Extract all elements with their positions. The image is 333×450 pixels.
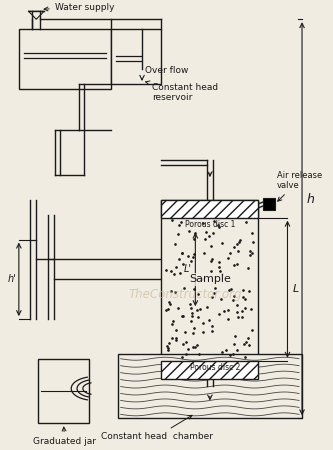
Text: Air release
valve: Air release valve <box>277 171 322 201</box>
Text: L: L <box>292 284 299 294</box>
Text: Sample: Sample <box>189 274 231 284</box>
Text: Porous disc 2: Porous disc 2 <box>189 363 240 372</box>
Text: h': h' <box>8 274 16 284</box>
Text: L': L' <box>183 265 191 274</box>
Bar <box>111 29 162 84</box>
Text: TheConstructor.org: TheConstructor.org <box>129 288 242 301</box>
Text: Graduated jar: Graduated jar <box>33 427 96 446</box>
Bar <box>118 354 302 418</box>
Bar <box>38 359 89 423</box>
Text: Constant head
reservoir: Constant head reservoir <box>146 81 218 102</box>
Bar <box>19 29 111 89</box>
Text: h: h <box>307 194 315 207</box>
Text: Over flow: Over flow <box>145 66 188 75</box>
Text: Porous disc 1: Porous disc 1 <box>185 220 235 229</box>
Bar <box>263 198 275 210</box>
Text: Constant head  chamber: Constant head chamber <box>101 415 212 441</box>
Bar <box>162 200 258 218</box>
Text: Water supply: Water supply <box>44 3 114 12</box>
Bar <box>162 200 258 378</box>
Bar <box>162 361 258 378</box>
